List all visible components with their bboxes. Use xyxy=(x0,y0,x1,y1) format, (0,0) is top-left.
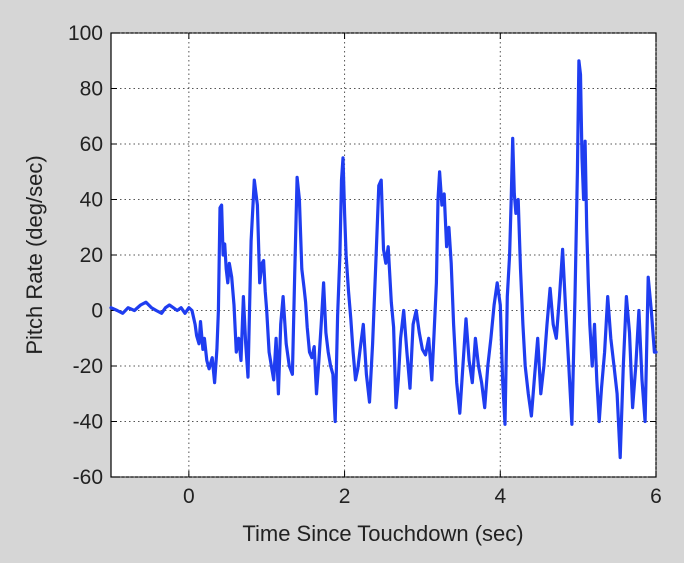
y-tick-label: 80 xyxy=(80,78,103,101)
x-tick-label: 0 xyxy=(183,485,195,508)
x-tick-label: 4 xyxy=(494,485,506,508)
y-axis-label: Pitch Rate (deg/sec) xyxy=(22,155,47,354)
x-tick-label: 2 xyxy=(339,485,351,508)
series-line-1 xyxy=(109,59,658,460)
y-tick-label: -20 xyxy=(73,355,103,378)
data-series-layer xyxy=(109,59,658,460)
axis-ticks: 0 2 4 6 -60 -40 -20 0 20 40 60 80 100 xyxy=(68,22,662,508)
y-tick-label: 0 xyxy=(91,300,103,323)
y-tick-label: 20 xyxy=(80,244,103,267)
y-tick-label: -60 xyxy=(73,466,103,489)
y-tick-label: -40 xyxy=(73,411,103,434)
y-tick-label: 100 xyxy=(68,22,103,45)
x-tick-label: 6 xyxy=(650,485,662,508)
y-tick-label: 40 xyxy=(80,189,103,212)
x-axis-label: Time Since Touchdown (sec) xyxy=(242,521,523,546)
y-tick-label: 60 xyxy=(80,133,103,156)
